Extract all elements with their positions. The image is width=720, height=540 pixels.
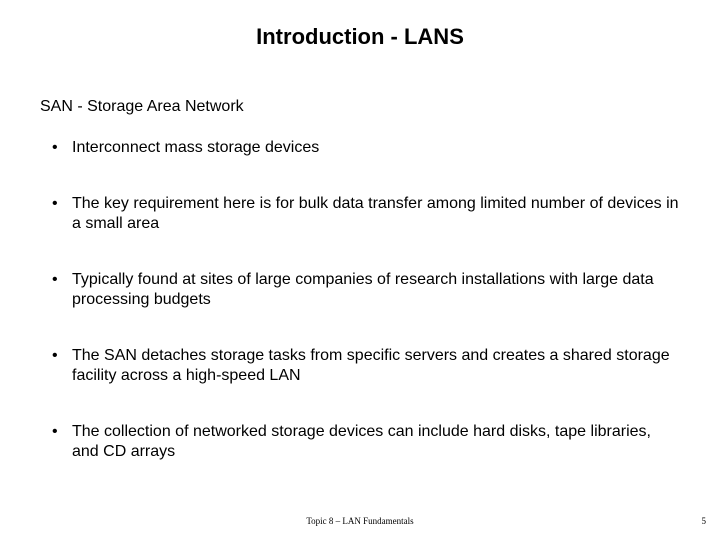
bullet-item: Typically found at sites of large compan… [40, 270, 680, 310]
slide-title: Introduction - LANS [40, 24, 680, 50]
slide-subtitle: SAN - Storage Area Network [40, 98, 680, 116]
bullet-item: The SAN detaches storage tasks from spec… [40, 346, 680, 386]
bullet-list: Interconnect mass storage devices The ke… [40, 138, 680, 462]
page-number: 5 [702, 516, 707, 526]
bullet-item: The key requirement here is for bulk dat… [40, 194, 680, 234]
slide-container: Introduction - LANS SAN - Storage Area N… [0, 0, 720, 540]
slide-footer: Topic 8 – LAN Fundamentals [0, 516, 720, 526]
bullet-item: Interconnect mass storage devices [40, 138, 680, 158]
bullet-item: The collection of networked storage devi… [40, 422, 680, 462]
